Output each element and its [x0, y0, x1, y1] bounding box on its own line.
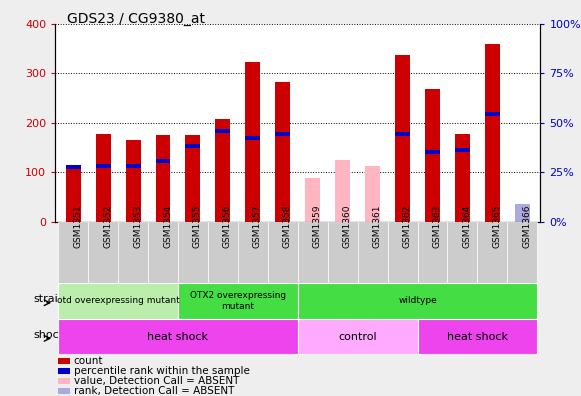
Text: heat shock: heat shock	[447, 331, 508, 342]
Text: GSM1351: GSM1351	[73, 205, 82, 248]
Text: heat shock: heat shock	[148, 331, 209, 342]
Bar	[208, 222, 238, 283]
Text: GSM1364: GSM1364	[462, 205, 471, 248]
Bar	[58, 319, 297, 354]
Bar	[328, 222, 358, 283]
Bar	[455, 148, 470, 152]
Text: GSM1357: GSM1357	[253, 205, 262, 248]
Text: GDS23 / CG9380_at: GDS23 / CG9380_at	[67, 12, 205, 26]
Bar	[275, 132, 290, 136]
Text: GSM1363: GSM1363	[432, 205, 442, 248]
Bar	[335, 160, 350, 222]
Bar	[455, 133, 470, 222]
Bar	[425, 89, 440, 222]
Bar	[58, 283, 178, 319]
Text: otd overexpressing mutant: otd overexpressing mutant	[57, 297, 180, 305]
Bar	[66, 167, 81, 222]
Bar	[365, 166, 380, 222]
Bar	[58, 368, 70, 374]
Text: GSM1356: GSM1356	[223, 205, 232, 248]
Text: GSM1353: GSM1353	[133, 205, 142, 248]
Bar	[185, 144, 200, 148]
Bar	[245, 135, 260, 140]
Bar	[185, 135, 200, 222]
Bar	[297, 283, 537, 319]
Bar	[515, 212, 530, 222]
Text: wildtype: wildtype	[398, 297, 437, 305]
Bar	[485, 44, 500, 222]
Bar	[305, 178, 320, 222]
Bar	[178, 283, 297, 319]
Bar	[515, 204, 530, 222]
Bar	[216, 129, 231, 133]
Bar	[297, 222, 328, 283]
Bar	[125, 140, 141, 222]
Bar	[148, 222, 178, 283]
Bar	[156, 135, 170, 222]
Text: control: control	[338, 331, 377, 342]
Bar	[268, 222, 297, 283]
Bar	[418, 222, 447, 283]
Text: GSM1361: GSM1361	[372, 205, 382, 248]
Bar	[125, 164, 141, 168]
Text: GSM1355: GSM1355	[193, 205, 202, 248]
Text: GSM1362: GSM1362	[403, 205, 411, 248]
Bar	[96, 133, 110, 222]
Text: value, Detection Call = ABSENT: value, Detection Call = ABSENT	[74, 376, 239, 386]
Text: OTX2 overexpressing
mutant: OTX2 overexpressing mutant	[190, 291, 286, 310]
Bar	[88, 222, 118, 283]
Bar	[388, 222, 418, 283]
Text: strain: strain	[33, 294, 65, 304]
Bar	[245, 62, 260, 222]
Bar	[58, 358, 70, 364]
Text: percentile rank within the sample: percentile rank within the sample	[74, 366, 249, 376]
Bar	[425, 150, 440, 154]
Text: GSM1358: GSM1358	[283, 205, 292, 248]
Bar	[58, 378, 70, 384]
Bar	[178, 222, 208, 283]
Bar	[58, 388, 70, 394]
Bar	[447, 222, 478, 283]
Bar	[507, 222, 537, 283]
Bar	[216, 119, 231, 222]
Text: GSM1360: GSM1360	[343, 205, 352, 248]
Bar	[275, 82, 290, 222]
Text: GSM1366: GSM1366	[522, 205, 532, 248]
Bar	[96, 164, 110, 168]
Bar	[485, 112, 500, 116]
Text: GSM1359: GSM1359	[313, 205, 322, 248]
Text: rank, Detection Call = ABSENT: rank, Detection Call = ABSENT	[74, 386, 234, 396]
Bar	[66, 166, 81, 169]
Bar	[297, 319, 418, 354]
Bar	[358, 222, 388, 283]
Bar	[395, 131, 410, 135]
Bar	[58, 222, 88, 283]
Bar	[418, 319, 537, 354]
Bar	[395, 55, 410, 222]
Text: count: count	[74, 356, 103, 366]
Text: GSM1354: GSM1354	[163, 205, 172, 248]
Bar	[478, 222, 507, 283]
Text: GSM1365: GSM1365	[493, 205, 501, 248]
Bar	[238, 222, 268, 283]
Bar	[156, 159, 170, 163]
Bar	[118, 222, 148, 283]
Text: shock: shock	[33, 330, 66, 340]
Text: GSM1352: GSM1352	[103, 205, 112, 248]
